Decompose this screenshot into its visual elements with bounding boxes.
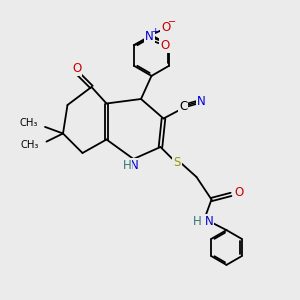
- Text: O: O: [72, 61, 81, 75]
- Text: H: H: [122, 159, 131, 172]
- Text: C: C: [179, 100, 187, 113]
- Text: −: −: [168, 17, 176, 28]
- Text: CH₃: CH₃: [19, 118, 38, 128]
- Text: N: N: [197, 94, 206, 108]
- Text: N: N: [145, 30, 154, 43]
- Text: N: N: [205, 215, 214, 228]
- Text: S: S: [173, 155, 181, 169]
- Text: O: O: [160, 39, 170, 52]
- Text: N: N: [130, 159, 139, 172]
- Text: +: +: [151, 27, 158, 36]
- Text: CH₃: CH₃: [21, 140, 39, 151]
- Text: O: O: [235, 185, 244, 199]
- Text: H: H: [193, 215, 202, 228]
- Text: O: O: [161, 21, 171, 34]
